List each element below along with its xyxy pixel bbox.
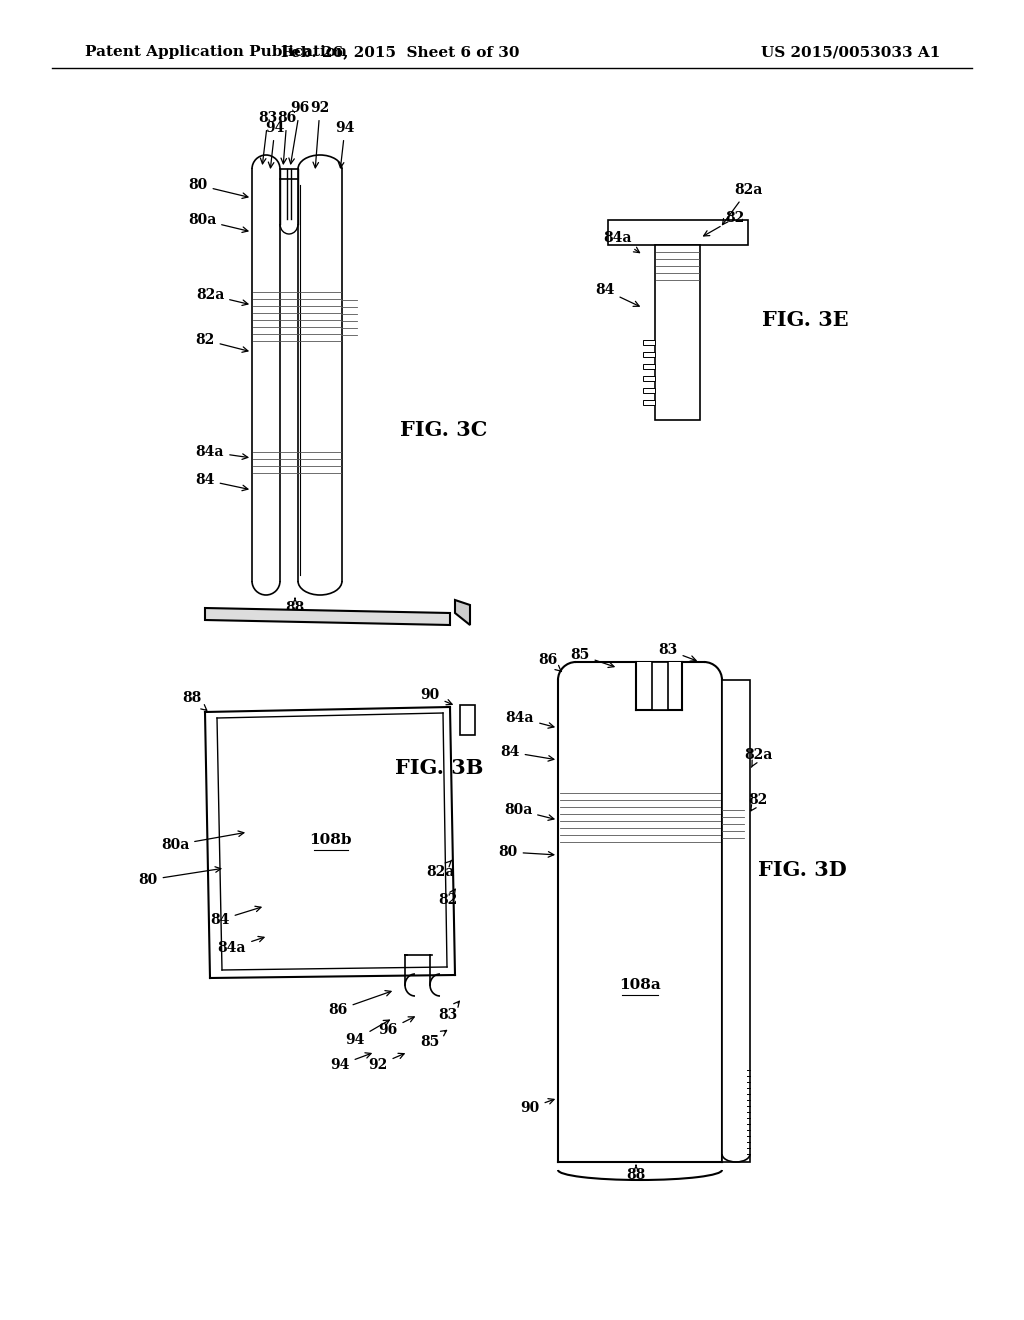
Bar <box>643 352 655 356</box>
Bar <box>608 220 748 246</box>
Text: 88: 88 <box>286 598 304 615</box>
Text: 108a: 108a <box>620 978 660 993</box>
Text: 80a: 80a <box>161 832 244 851</box>
Bar <box>643 341 655 345</box>
Text: 82a: 82a <box>426 861 455 879</box>
Text: 84: 84 <box>210 907 261 927</box>
Text: 85: 85 <box>570 648 614 668</box>
Text: 84a: 84a <box>604 231 640 252</box>
Text: FIG. 3B: FIG. 3B <box>395 758 483 777</box>
Text: 83: 83 <box>658 643 696 661</box>
Text: 94: 94 <box>331 1053 371 1072</box>
Text: 92: 92 <box>369 1053 404 1072</box>
Text: 88: 88 <box>182 690 207 710</box>
Text: 88: 88 <box>627 1166 645 1181</box>
Text: 82: 82 <box>749 793 768 810</box>
Text: 86: 86 <box>539 653 561 672</box>
Text: US 2015/0053033 A1: US 2015/0053033 A1 <box>761 45 940 59</box>
Text: 90: 90 <box>520 1098 554 1115</box>
Text: 84a: 84a <box>506 711 554 729</box>
Text: 82: 82 <box>196 333 248 352</box>
Bar <box>636 663 682 710</box>
Text: 96: 96 <box>289 102 309 164</box>
Text: 108b: 108b <box>309 833 351 847</box>
Bar <box>643 376 655 381</box>
Polygon shape <box>205 609 450 624</box>
Polygon shape <box>558 663 722 1162</box>
Text: 82a: 82a <box>743 748 772 767</box>
Bar <box>643 364 655 370</box>
Text: 80: 80 <box>188 178 248 198</box>
Text: 82a: 82a <box>723 183 762 224</box>
Bar <box>460 705 475 735</box>
Polygon shape <box>252 154 280 595</box>
Text: 84a: 84a <box>218 936 264 954</box>
Text: FIG. 3E: FIG. 3E <box>762 310 849 330</box>
Text: 83: 83 <box>258 111 278 164</box>
Text: 80a: 80a <box>187 213 248 232</box>
Text: 86: 86 <box>278 111 297 164</box>
Text: 80: 80 <box>138 867 221 887</box>
Bar <box>643 388 655 393</box>
Text: 85: 85 <box>421 1031 446 1049</box>
Text: 80a: 80a <box>504 803 554 820</box>
Text: 90: 90 <box>421 688 453 705</box>
Bar <box>652 663 668 710</box>
Text: FIG. 3D: FIG. 3D <box>758 861 847 880</box>
Polygon shape <box>455 601 470 624</box>
Text: 82: 82 <box>438 890 458 907</box>
Text: 94: 94 <box>345 1020 389 1047</box>
Polygon shape <box>205 342 455 612</box>
Bar <box>643 400 655 405</box>
Text: Patent Application Publication: Patent Application Publication <box>85 45 347 59</box>
Polygon shape <box>298 154 342 595</box>
Text: 84: 84 <box>595 282 639 306</box>
Text: Feb. 26, 2015  Sheet 6 of 30: Feb. 26, 2015 Sheet 6 of 30 <box>281 45 519 59</box>
Text: 94: 94 <box>265 121 285 168</box>
Text: FIG. 3C: FIG. 3C <box>400 420 487 440</box>
Text: 80: 80 <box>499 845 554 859</box>
Text: 96: 96 <box>379 1016 415 1038</box>
Bar <box>655 246 700 420</box>
Bar <box>722 680 750 1162</box>
Text: 94: 94 <box>335 121 354 168</box>
Text: 84: 84 <box>501 744 554 762</box>
Text: 84a: 84a <box>196 445 248 459</box>
Text: 92: 92 <box>310 102 330 168</box>
Text: 84: 84 <box>196 473 248 491</box>
Text: 82: 82 <box>703 211 744 236</box>
Text: 86: 86 <box>329 990 391 1016</box>
Text: 83: 83 <box>438 1002 460 1022</box>
Text: 82a: 82a <box>196 288 248 305</box>
